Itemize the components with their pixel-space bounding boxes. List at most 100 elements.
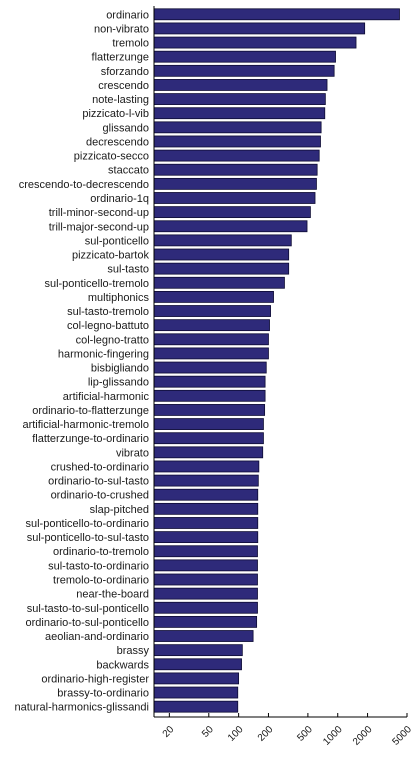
bar-sforzando xyxy=(153,64,335,77)
bar-ordinario-to-tremolo xyxy=(153,545,258,558)
bar-pizzicato-l-vib xyxy=(153,107,326,120)
bar-glissando xyxy=(153,121,322,134)
bar-flatterzunge xyxy=(153,50,336,63)
category-label: harmonic-fingering xyxy=(58,348,149,360)
x-tick-label: 50 xyxy=(200,724,216,740)
category-label: sul-ponticello-tremolo xyxy=(44,278,149,290)
category-label: aeolian-and-ordinario xyxy=(45,631,149,643)
bar-artificial-harmonic-tremolo xyxy=(153,418,264,430)
category-label: pizzicato-bartok xyxy=(72,250,150,262)
category-label: sul-tasto-to-ordinario xyxy=(48,560,149,572)
bar-col-legno-battuto xyxy=(153,319,270,332)
category-label: flatterzunge xyxy=(92,52,149,64)
category-label: artificial-harmonic xyxy=(63,391,150,403)
category-label: ordinario-to-crushed xyxy=(51,490,149,502)
category-label: crescendo xyxy=(98,80,149,92)
category-label: backwards xyxy=(96,659,149,671)
category-label: crescendo-to-decrescendo xyxy=(19,179,149,191)
category-label: trill-major-second-up xyxy=(49,221,149,233)
category-label: decrescendo xyxy=(86,136,149,148)
category-label: col-legno-tratto xyxy=(76,334,149,346)
bar-natural-harmonics-glissandi xyxy=(153,700,239,713)
category-label: crushed-to-ordinario xyxy=(51,461,149,473)
bar-sul-ponticello-to-sul-tasto xyxy=(153,531,259,544)
category-label: ordinario-1q xyxy=(90,193,149,205)
category-label: brassy xyxy=(117,645,150,657)
bar-crescendo-to-decrescendo xyxy=(153,177,317,190)
bar-tremolo-to-ordinario xyxy=(153,573,258,586)
bar-trill-major-second-up xyxy=(153,220,308,233)
bar-near-the-board xyxy=(153,587,258,600)
category-label: slap-pitched xyxy=(90,504,149,516)
bar-ordinario-to-sul-ponticello xyxy=(153,615,258,628)
category-label: ordinario-to-tremolo xyxy=(53,546,149,558)
category-label: ordinario-high-register xyxy=(41,673,149,685)
bar-multiphonics xyxy=(153,290,274,303)
category-label: sul-ponticello xyxy=(85,235,149,247)
bar-sul-tasto-tremolo xyxy=(153,305,271,317)
bar-bisbigliando xyxy=(153,361,267,374)
bar-ordinario-to-sul-tasto xyxy=(153,474,259,487)
category-label: vibrato xyxy=(116,447,149,459)
bar-decrescendo xyxy=(153,135,321,148)
category-label: artificial-harmonic-tremolo xyxy=(22,419,149,431)
category-label: sul-ponticello-to-ordinario xyxy=(25,518,149,530)
category-label: glissando xyxy=(103,122,149,134)
bar-trill-minor-second-up xyxy=(153,206,311,219)
x-tick-label: 200 xyxy=(256,724,276,744)
x-tick-label: 20 xyxy=(161,724,177,740)
category-label: sul-tasto xyxy=(107,264,149,276)
bar-crescendo xyxy=(153,79,328,91)
bar-brassy xyxy=(153,644,243,657)
category-labels: ordinario non-vibrato tremolo flatterzunge s… xyxy=(14,9,149,713)
category-label: sul-tasto-to-sul-ponticello xyxy=(27,603,149,615)
bar-pizzicato-secco xyxy=(153,149,320,162)
category-label: tremolo-to-ordinario xyxy=(53,575,149,587)
bar-slap-pitched xyxy=(153,502,259,515)
x-tick-label: 1000 xyxy=(321,724,345,748)
bar-sul-ponticello-to-ordinario xyxy=(153,517,259,529)
category-label: bisbigliando xyxy=(91,363,149,375)
bar-tremolo xyxy=(153,36,357,49)
x-tick-label: 500 xyxy=(295,724,315,744)
category-label: natural-harmonics-glissandi xyxy=(14,702,149,714)
bar-sul-ponticello-tremolo xyxy=(153,276,285,289)
bar-ordinario-1q xyxy=(153,192,316,204)
category-label: ordinario-to-flatterzunge xyxy=(32,405,149,417)
bar-brassy-to-ordinario xyxy=(153,686,239,699)
category-label: ordinario xyxy=(106,9,149,21)
bar-col-legno-tratto xyxy=(153,333,269,346)
bar-ordinario-to-crushed xyxy=(153,488,259,501)
bar-ordinario-to-flatterzunge xyxy=(153,404,266,416)
category-label: near-the-board xyxy=(76,589,149,601)
bar-sul-ponticello xyxy=(153,234,292,247)
category-label: ordinario-to-sul-tasto xyxy=(48,476,149,488)
category-label: sul-ponticello-to-sul-tasto xyxy=(27,532,149,544)
category-label: brassy-to-ordinario xyxy=(57,688,149,700)
category-label: multiphonics xyxy=(88,292,150,304)
category-label: col-legno-battuto xyxy=(67,320,149,332)
x-tick-label: 2000 xyxy=(351,724,375,748)
bars-group xyxy=(153,8,400,713)
bar-note-lasting xyxy=(153,93,326,105)
category-label: ordinario-to-sul-ponticello xyxy=(25,617,149,629)
x-tick-label: 100 xyxy=(226,724,246,744)
bar-harmonic-fingering xyxy=(153,347,269,360)
bar-sul-tasto-to-ordinario xyxy=(153,559,258,572)
bar-ordinario xyxy=(153,8,400,21)
category-label: lip-glissando xyxy=(88,377,149,389)
category-label: trill-minor-second-up xyxy=(49,207,149,219)
x-ticks-group: 20 50 100 200 500 1000 2000 5000 xyxy=(161,713,414,748)
category-label: tremolo xyxy=(112,38,149,50)
bar-artificial-harmonic xyxy=(153,389,266,402)
bar-staccato xyxy=(153,163,318,176)
category-label: staccato xyxy=(108,165,149,177)
bar-pizzicato-bartok xyxy=(153,248,290,261)
bar-crushed-to-ordinario xyxy=(153,460,260,473)
bar-vibrato xyxy=(153,446,264,459)
bar-sul-tasto-to-sul-ponticello xyxy=(153,601,258,614)
category-label: sul-tasto-tremolo xyxy=(67,306,149,318)
bar-non-vibrato xyxy=(153,22,366,35)
bar-sul-tasto xyxy=(153,262,290,275)
